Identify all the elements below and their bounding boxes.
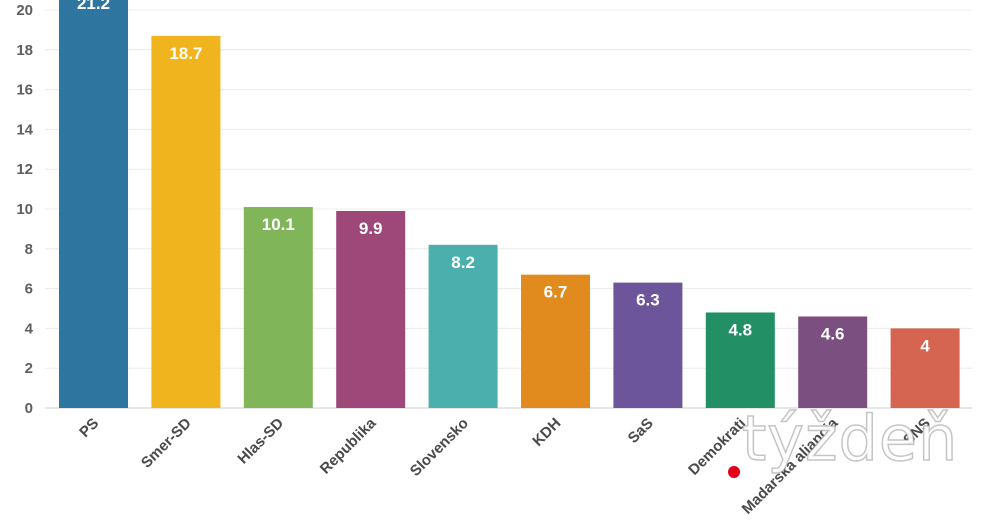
bar-ps xyxy=(59,0,128,409)
y-tick-label: 2 xyxy=(25,360,33,377)
x-axis-label: SaS xyxy=(625,415,657,447)
y-axis-ticks: 0 2 4 6 8 10 12 14 16 18 20 xyxy=(16,2,33,417)
data-label: 6.3 xyxy=(636,291,660,310)
bar-sas xyxy=(613,282,683,408)
y-tick-label: 20 xyxy=(16,2,33,19)
y-tick-label: 0 xyxy=(25,400,33,417)
bar-sns xyxy=(890,328,960,408)
y-tick-label: 12 xyxy=(16,161,33,178)
data-label: 4.6 xyxy=(821,324,845,343)
bar-smer-sd xyxy=(151,35,221,409)
x-axis-label: Hlas-SD xyxy=(234,415,287,468)
x-axis-label: Smer-SD xyxy=(138,415,195,472)
y-tick-label: 18 xyxy=(16,42,33,59)
y-tick-label: 4 xyxy=(25,320,34,337)
y-tick-label: 10 xyxy=(16,201,33,218)
bar-kdh xyxy=(521,274,590,408)
data-label: 6.7 xyxy=(544,283,568,302)
y-tick-label: 8 xyxy=(25,241,33,258)
x-axis-label: Republika xyxy=(317,414,380,477)
x-axis-label: KDH xyxy=(529,415,564,450)
x-axis-label: Demokrati xyxy=(685,415,749,479)
data-label: 4 xyxy=(920,336,930,355)
x-axis-label: Slovensko xyxy=(407,415,472,480)
data-label: 10.1 xyxy=(262,215,295,234)
bar-demokrati xyxy=(705,312,775,408)
bars xyxy=(59,0,960,409)
x-axis-label: Madarska aliancia xyxy=(739,414,842,517)
x-axis-label: SNS xyxy=(900,415,934,449)
data-label: 9.9 xyxy=(359,219,383,238)
x-axis-labels: PS Smer-SD Hlas-SD Republika Slovensko KDH SaS… xyxy=(76,414,934,517)
bar-slovensko xyxy=(428,244,498,408)
data-label: 4.8 xyxy=(728,320,752,339)
bar-hlas-sd xyxy=(243,207,313,408)
x-axis-label: PS xyxy=(76,415,102,441)
data-label: 21.2 xyxy=(77,0,110,13)
data-label: 18.7 xyxy=(169,44,202,63)
y-tick-label: 14 xyxy=(16,121,33,138)
y-tick-label: 6 xyxy=(25,281,33,298)
bar-madarska-aliancia xyxy=(798,316,868,408)
y-tick-label: 16 xyxy=(16,82,33,99)
data-labels: 21.2 18.7 10.1 9.9 8.2 6.7 6.3 4.8 4.6 4 xyxy=(77,0,930,355)
bar-republika xyxy=(336,210,406,408)
data-label: 8.2 xyxy=(451,253,475,272)
